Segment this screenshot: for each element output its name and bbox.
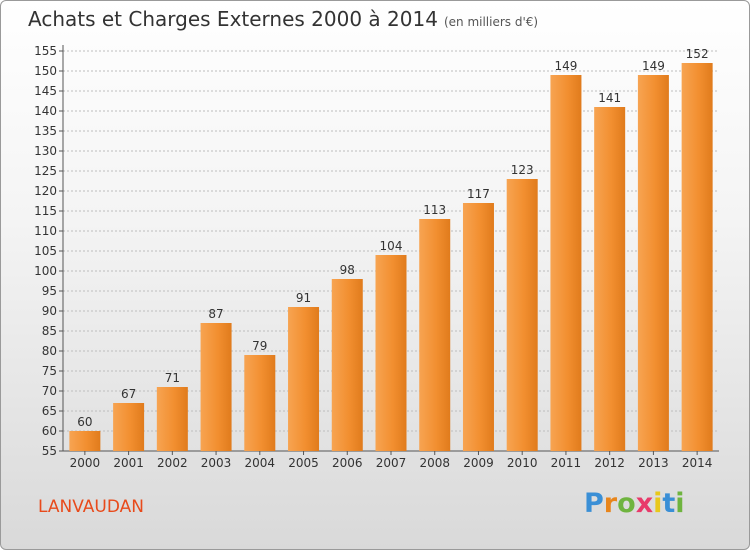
y-tick-label: 110: [34, 224, 57, 238]
y-tick-label: 105: [34, 244, 57, 258]
x-tick-label: 2012: [594, 456, 625, 470]
y-tick-label: 75: [42, 364, 57, 378]
data-labels: 60 67 71 87 79 91 98 104 113 117 123 149 141 149 152: [77, 47, 708, 429]
x-tick-label: 2007: [376, 456, 407, 470]
logo-letter: i: [675, 488, 685, 519]
bar-2004: [244, 355, 276, 451]
x-tick-label: 2003: [201, 456, 232, 470]
x-tick-label: 2000: [70, 456, 101, 470]
title-unit: (en milliers d'€): [443, 15, 539, 29]
bar-2013: [637, 75, 669, 451]
bar-2005: [288, 307, 320, 451]
logo-letter: t: [662, 488, 676, 519]
data-label: 71: [165, 371, 180, 385]
y-tick-label: 90: [42, 304, 57, 318]
y-tick-label: 155: [34, 44, 57, 58]
bars: [69, 63, 713, 451]
bar-2001: [113, 403, 145, 451]
data-label: 123: [511, 163, 534, 177]
logo-letter: r: [603, 488, 618, 519]
x-tick-label: 2013: [638, 456, 669, 470]
proxiti-logo[interactable]: Proxiti: [584, 488, 685, 519]
data-label: 91: [296, 291, 311, 305]
x-tick-label: 2011: [551, 456, 582, 470]
y-tick-label: 135: [34, 124, 57, 138]
y-tick-label: 95: [42, 284, 57, 298]
x-tick-label: 2010: [507, 456, 538, 470]
y-tick-label: 120: [34, 184, 57, 198]
x-tick-label: 2005: [288, 456, 319, 470]
bar-2006: [331, 279, 363, 451]
data-label: 117: [467, 187, 490, 201]
bar-2008: [419, 219, 451, 451]
y-tick-label: 115: [34, 204, 57, 218]
bar-2011: [550, 75, 582, 451]
data-label: 113: [423, 203, 446, 217]
chart-title: Achats et Charges Externes 2000 à 2014 (e…: [28, 7, 538, 31]
axes: 55 60 65 70 75 80 85 90 95 100 105 110 115 120 125 130 1…: [34, 44, 719, 470]
y-tick-label: 55: [42, 444, 57, 458]
y-tick-label: 80: [42, 344, 57, 358]
logo-letter: P: [584, 488, 604, 519]
y-tick-label: 60: [42, 424, 57, 438]
x-tick-label: 2014: [682, 456, 713, 470]
data-label: 79: [252, 339, 267, 353]
bar-2007: [375, 255, 407, 451]
data-label: 98: [340, 263, 355, 277]
y-tick-label: 130: [34, 144, 57, 158]
x-tick-label: 2008: [419, 456, 450, 470]
y-tick-label: 65: [42, 404, 57, 418]
bar-2010: [506, 179, 538, 451]
data-label: 87: [208, 307, 223, 321]
x-tick-label: 2009: [463, 456, 494, 470]
bar-2009: [462, 203, 494, 451]
data-label: 141: [598, 91, 621, 105]
x-tick-label: 2004: [245, 456, 276, 470]
data-label: 67: [121, 387, 136, 401]
y-tick-label: 100: [34, 264, 57, 278]
logo-letter: o: [617, 488, 636, 519]
y-tick-label: 85: [42, 324, 57, 338]
commune-name: LANVAUDAN: [38, 497, 144, 517]
data-label: 104: [380, 239, 403, 253]
logo-letter: x: [635, 488, 654, 519]
data-label: 149: [554, 59, 577, 73]
bar-2012: [594, 107, 626, 451]
x-tick-label: 2006: [332, 456, 363, 470]
logo-letter: i: [653, 488, 663, 519]
x-tick-label: 2001: [113, 456, 144, 470]
bar-2002: [156, 387, 188, 451]
y-tick-label: 70: [42, 384, 57, 398]
data-label: 149: [642, 59, 665, 73]
bar-2014: [681, 63, 713, 451]
bar-2000: [69, 431, 101, 451]
y-tick-label: 125: [34, 164, 57, 178]
title-text: Achats et Charges Externes 2000 à 2014: [28, 7, 438, 31]
data-label: 152: [686, 47, 709, 61]
y-tick-label: 150: [34, 64, 57, 78]
data-label: 60: [77, 415, 92, 429]
bar-2003: [200, 323, 232, 451]
y-tick-label: 145: [34, 84, 57, 98]
y-tick-label: 140: [34, 104, 57, 118]
x-tick-label: 2002: [157, 456, 188, 470]
